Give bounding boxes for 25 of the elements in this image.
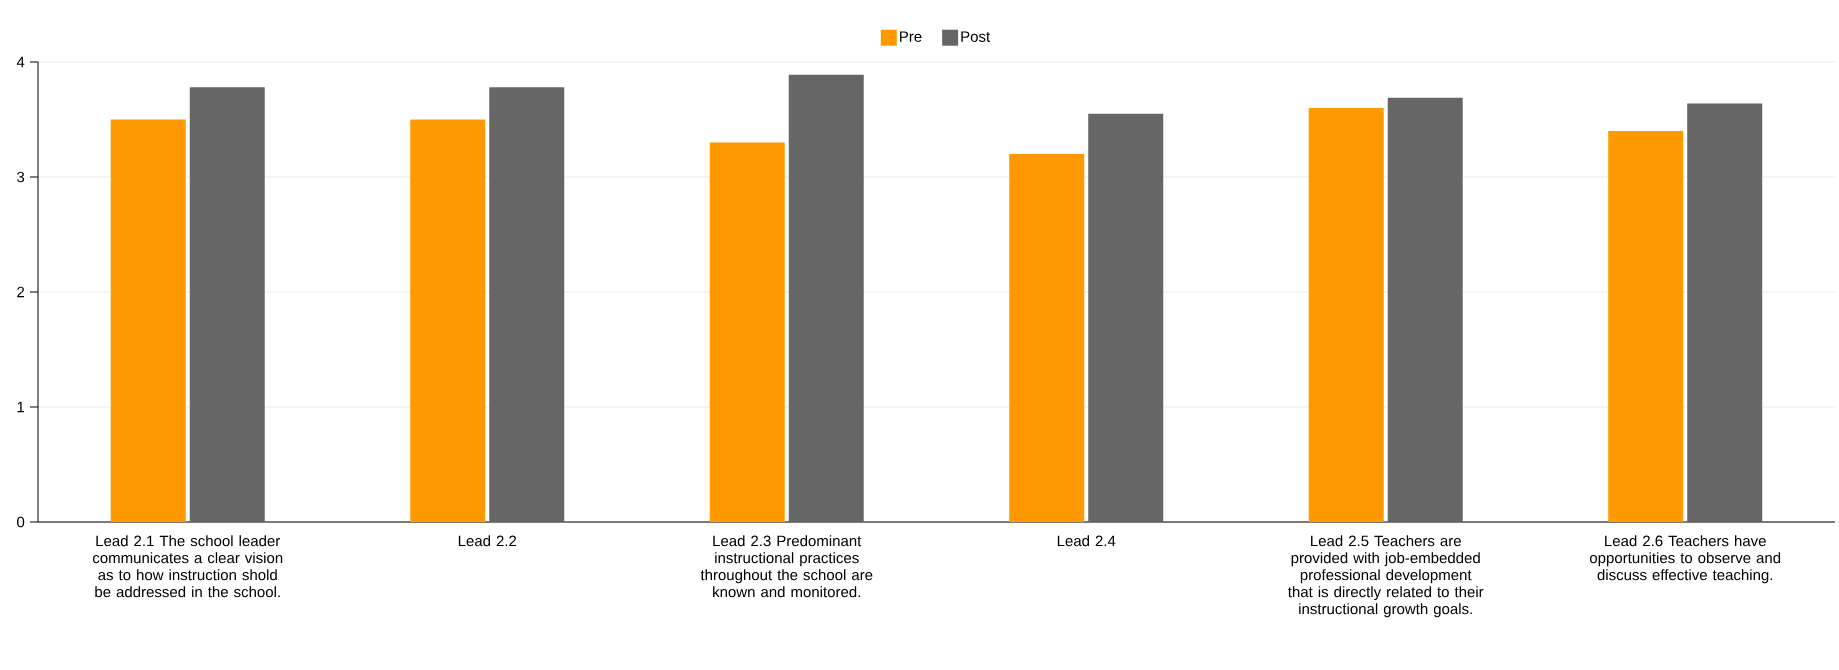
y-tick-label: 0 (17, 516, 25, 528)
y-tick-label: 4 (16, 56, 25, 68)
y-tick-label: 2 (17, 286, 25, 298)
bar (489, 87, 565, 522)
legend-label: Pre (900, 31, 922, 42)
bar (1009, 154, 1085, 522)
y-tick-label: 1 (17, 401, 25, 413)
bar (410, 119, 486, 522)
bar (788, 74, 864, 522)
bar (1608, 130, 1684, 522)
legend-label: Post (961, 31, 991, 42)
y-tick-label: 3 (17, 171, 25, 183)
x-tick-label: Lead 2.5 Teachers are provided with job-embedded professional development that is directly related to their instructional growth goals. (1288, 535, 1484, 618)
x-tick-label: Lead 2.3 Predominant instructional practices throughout the school are known and monitored. (700, 535, 873, 598)
bar (1387, 97, 1463, 522)
bar (1687, 103, 1763, 522)
bar (189, 87, 265, 522)
bar (1088, 113, 1164, 522)
bar (709, 142, 785, 522)
x-tick-label: Lead 2.1 The school leader communicates a clear vision as to how instruction shold be addressed in the school. (92, 535, 283, 598)
bar (110, 119, 186, 522)
x-tick-label: Lead 2.4 (1057, 535, 1116, 547)
bar (1308, 107, 1384, 522)
x-tick-label: Lead 2.6 Teachers have opportunities to observe and discuss effective teaching. (1589, 535, 1781, 584)
x-tick-label: Lead 2.2 (458, 535, 517, 547)
